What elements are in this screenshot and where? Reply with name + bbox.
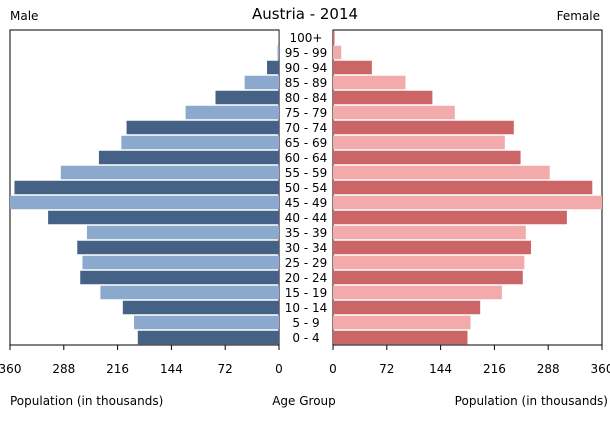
age-group-label: 65 - 69 bbox=[285, 136, 328, 150]
age-group-label: 55 - 59 bbox=[285, 166, 328, 180]
male-label: Male bbox=[10, 9, 38, 23]
male-bar bbox=[126, 120, 279, 135]
age-group-label: 60 - 64 bbox=[285, 151, 328, 165]
female-tick-label: 360 bbox=[591, 362, 610, 376]
male-xlabel: Population (in thousands) bbox=[10, 394, 163, 408]
male-bar bbox=[48, 210, 279, 225]
female-tick-label: 288 bbox=[537, 362, 560, 376]
male-bar bbox=[215, 90, 279, 105]
male-tick-label: 288 bbox=[52, 362, 75, 376]
age-group-label: 75 - 79 bbox=[285, 106, 328, 120]
age-group-label: 30 - 34 bbox=[285, 241, 328, 255]
male-bar bbox=[86, 225, 280, 240]
female-bar bbox=[333, 120, 514, 135]
female-bar bbox=[333, 165, 550, 180]
female-tick-label: 72 bbox=[379, 362, 394, 376]
female-bar bbox=[333, 270, 523, 285]
age-group-label: 5 - 9 bbox=[292, 316, 319, 330]
male-bar bbox=[185, 105, 279, 120]
male-bar bbox=[82, 255, 279, 270]
male-bar bbox=[134, 315, 279, 330]
age-group-label: 95 - 99 bbox=[285, 46, 328, 60]
age-group-label: 70 - 74 bbox=[285, 121, 328, 135]
female-xlabel: Population (in thousands) bbox=[455, 394, 608, 408]
male-bar bbox=[244, 75, 279, 90]
female-bar bbox=[333, 195, 602, 210]
male-bar bbox=[100, 285, 279, 300]
male-tick-label: 0 bbox=[275, 362, 283, 376]
female-bar bbox=[333, 45, 342, 60]
female-tick-label: 144 bbox=[429, 362, 452, 376]
age-group-label: 35 - 39 bbox=[285, 226, 328, 240]
male-bar bbox=[77, 240, 279, 255]
age-group-label: 20 - 24 bbox=[285, 271, 328, 285]
center-xlabel: Age Group bbox=[272, 394, 336, 408]
female-bar bbox=[333, 285, 502, 300]
age-group-label: 85 - 89 bbox=[285, 76, 328, 90]
age-group-label: 90 - 94 bbox=[285, 61, 328, 75]
female-bar bbox=[333, 60, 372, 75]
male-tick-label: 216 bbox=[106, 362, 129, 376]
female-bar bbox=[333, 135, 505, 150]
female-bar bbox=[333, 30, 335, 45]
age-group-label: 25 - 29 bbox=[285, 256, 328, 270]
female-bar bbox=[333, 150, 521, 165]
male-bar bbox=[60, 165, 280, 180]
male-bar bbox=[267, 60, 279, 75]
female-bar bbox=[333, 180, 593, 195]
male-bar bbox=[14, 180, 279, 195]
axis-ticks: 360 288 216 144 72 0 0 72 144 216 288 360 bbox=[0, 345, 610, 376]
age-group-label: 10 - 14 bbox=[285, 301, 328, 315]
age-group-label: 15 - 19 bbox=[285, 286, 328, 300]
age-group-label: 100+ bbox=[290, 31, 323, 45]
female-tick-label: 216 bbox=[483, 362, 506, 376]
female-bar bbox=[333, 315, 471, 330]
female-label: Female bbox=[557, 9, 600, 23]
age-group-label: 50 - 54 bbox=[285, 181, 328, 195]
male-tick-label: 144 bbox=[160, 362, 183, 376]
male-bar bbox=[277, 45, 279, 60]
female-tick-label: 0 bbox=[329, 362, 337, 376]
male-bar bbox=[121, 135, 279, 150]
male-tick-label: 360 bbox=[0, 362, 21, 376]
male-bar bbox=[10, 195, 279, 210]
male-bar bbox=[80, 270, 280, 285]
age-group-label: 0 - 4 bbox=[292, 331, 319, 345]
female-bar bbox=[333, 225, 526, 240]
age-group-label: 45 - 49 bbox=[285, 196, 328, 210]
male-bar bbox=[137, 330, 279, 345]
male-tick-label: 72 bbox=[218, 362, 233, 376]
female-bar bbox=[333, 240, 532, 255]
chart-title: Austria - 2014 bbox=[252, 5, 358, 23]
bar-group bbox=[10, 30, 602, 345]
age-group-label: 40 - 44 bbox=[285, 211, 328, 225]
female-bar bbox=[333, 105, 455, 120]
female-bar bbox=[333, 255, 525, 270]
female-bar bbox=[333, 75, 406, 90]
female-bar bbox=[333, 90, 433, 105]
female-bar bbox=[333, 300, 481, 315]
female-bar bbox=[333, 210, 567, 225]
male-bar bbox=[98, 150, 279, 165]
male-bar bbox=[122, 300, 279, 315]
age-group-label: 80 - 84 bbox=[285, 91, 328, 105]
female-bar bbox=[333, 330, 468, 345]
